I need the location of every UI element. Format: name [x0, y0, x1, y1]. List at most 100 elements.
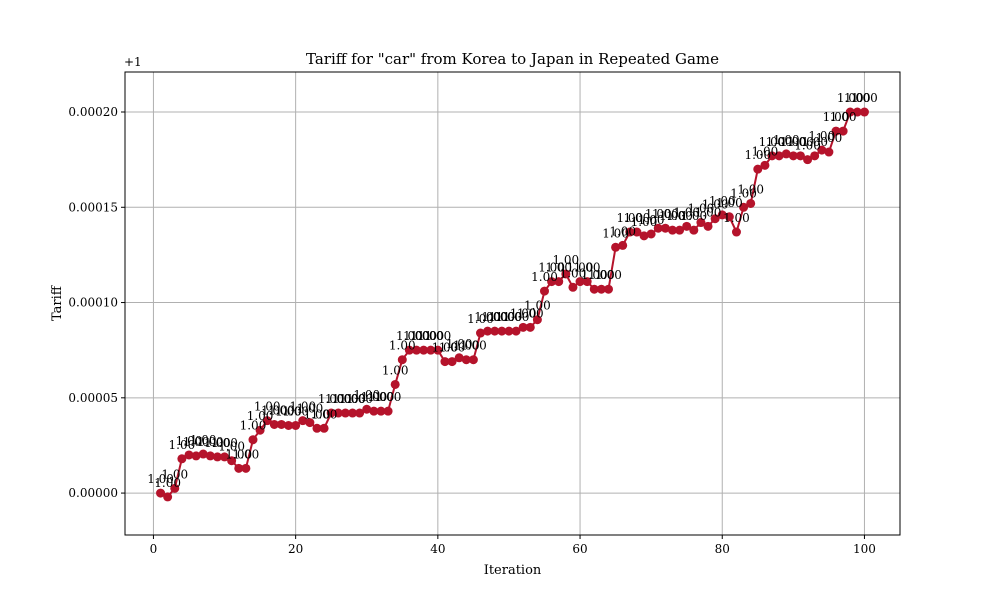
data-point — [696, 218, 706, 228]
data-point-label: 1.00 — [496, 310, 523, 324]
data-point — [227, 456, 237, 466]
data-point — [205, 451, 215, 461]
data-point-label: 1.00 — [531, 270, 558, 284]
data-point — [191, 451, 201, 461]
data-point-label: 1.00 — [616, 211, 643, 225]
x-tick-label: 0 — [150, 542, 158, 556]
data-point-label: 1.00 — [695, 205, 722, 219]
data-point — [255, 425, 265, 435]
data-point-label: 1.00 — [389, 339, 416, 353]
data-point — [731, 227, 741, 237]
data-point — [653, 223, 663, 233]
data-point-label: 1.00 — [659, 209, 686, 223]
data-point-label: 1.00 — [574, 261, 601, 275]
data-point-label: 1.00 — [787, 135, 814, 149]
data-point-label: 1.00 — [595, 268, 622, 282]
data-point — [404, 345, 414, 355]
data-point — [817, 145, 827, 155]
data-point — [639, 231, 649, 241]
data-point — [490, 326, 500, 336]
data-point — [376, 406, 386, 416]
data-point-label: 1.00 — [752, 144, 779, 158]
y-axis-ticks: 0.00000 0.00005 0.00010 0.00015 0.00020 — [68, 105, 125, 500]
data-point — [248, 435, 258, 445]
data-point-label: 1.00 — [261, 403, 288, 417]
data-point — [646, 229, 656, 239]
data-point — [269, 419, 279, 429]
data-point-label: 1.00 — [396, 329, 423, 343]
data-point — [412, 345, 422, 355]
data-point-label: 1.00 — [339, 392, 366, 406]
data-point-label: 1.00 — [360, 390, 387, 404]
data-point — [611, 242, 621, 252]
data-point-label: 1.00 — [410, 329, 437, 343]
data-point-label: 1.00 — [780, 135, 807, 149]
data-point — [355, 408, 365, 418]
data-point-label: 1.00 — [474, 310, 501, 324]
data-point-label: 1.00 — [197, 435, 224, 449]
data-point-label: 1.00 — [666, 209, 693, 223]
data-point — [419, 345, 429, 355]
data-point — [319, 423, 329, 433]
data-point-label: 1.00 — [602, 226, 629, 240]
data-point-label: 1.00 — [176, 434, 203, 448]
data-point — [497, 326, 507, 336]
data-point-label: 1.00 — [204, 436, 231, 450]
data-point — [276, 419, 286, 429]
data-point — [753, 164, 763, 174]
data-point — [333, 408, 343, 418]
plot-frame — [124, 71, 901, 536]
data-point-label: 1.00 — [801, 135, 828, 149]
y-tick-label: 0.00015 — [68, 200, 118, 214]
data-point-label: 1.00 — [823, 110, 850, 124]
data-point-label: 1.00 — [481, 310, 508, 324]
data-point-label: 1.00 — [417, 329, 444, 343]
data-point-label: 1.00 — [773, 133, 800, 147]
data-point — [675, 225, 685, 235]
data-point-label: 1.00 — [268, 403, 295, 417]
data-point-label: 1.00 — [467, 312, 494, 326]
data-point-label: 1.00 — [183, 435, 210, 449]
data-point-label: 1.00 — [723, 211, 750, 225]
data-point — [184, 450, 194, 460]
data-point — [156, 488, 166, 498]
data-point-label: 1.00 — [709, 194, 736, 208]
data-point-label: 1.00 — [424, 329, 451, 343]
y-tick-label: 0.00000 — [68, 486, 118, 500]
data-point-label: 1.00 — [759, 135, 786, 149]
y-tick-label: 0.00020 — [68, 105, 118, 119]
data-point — [177, 454, 187, 464]
data-point-label: 1.00 — [816, 131, 843, 145]
data-point — [440, 357, 450, 367]
data-point-label: 1.00 — [567, 261, 594, 275]
data-point-label: 1.00 — [439, 341, 466, 355]
data-point — [483, 326, 493, 336]
data-point — [369, 406, 379, 416]
data-point — [625, 227, 635, 237]
data-point-label: 1.00 — [169, 438, 196, 452]
data-point — [340, 408, 350, 418]
data-point — [234, 463, 244, 473]
data-point-label: 1.00 — [289, 400, 316, 414]
data-point — [305, 418, 315, 428]
data-point-label: 1.00 — [680, 209, 707, 223]
data-point — [724, 212, 734, 222]
data-point — [433, 345, 443, 355]
data-point — [774, 151, 784, 161]
data-point-label: 1.00 — [446, 337, 473, 351]
data-point-label: 1.00 — [332, 392, 359, 406]
data-point-label: 1.00 — [147, 472, 174, 486]
data-point — [170, 483, 180, 493]
data-point-label: 1.00 — [218, 440, 245, 454]
data-point — [682, 221, 692, 231]
data-point — [788, 151, 798, 161]
x-tick-label: 60 — [572, 542, 587, 556]
data-point — [603, 284, 613, 294]
data-point-label: 1.00 — [652, 207, 679, 221]
data-point-label: 1.00 — [190, 433, 217, 447]
y-tick-label: 0.00005 — [68, 391, 118, 405]
data-point-label: 1.00 — [282, 404, 309, 418]
data-point-label: 1.00 — [638, 213, 665, 227]
data-point — [596, 284, 606, 294]
data-point — [539, 286, 549, 296]
